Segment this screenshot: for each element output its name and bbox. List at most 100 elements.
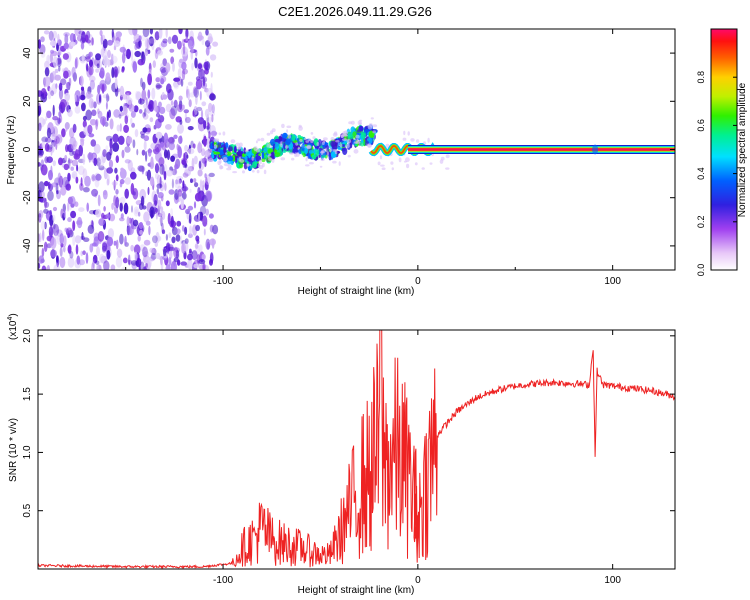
noise-blob [63, 209, 66, 218]
noise-blob [96, 263, 99, 270]
noise-blob [70, 166, 74, 171]
signal-blob [330, 140, 336, 147]
noise-blob [97, 231, 105, 242]
halo-blob [410, 138, 415, 142]
halo-blob [213, 144, 217, 149]
noise-blob [41, 265, 47, 270]
spec-x-tick-label: 0 [415, 276, 421, 287]
noise-blob [147, 89, 151, 99]
halo-blob [372, 130, 377, 134]
noise-blob [43, 76, 51, 87]
noise-blob [56, 56, 62, 68]
halo-blob [406, 163, 410, 169]
snr-y-tick-label: 1.5 [22, 387, 33, 401]
noise-blob [46, 156, 53, 163]
halo-blob [335, 140, 340, 143]
noise-blob [201, 253, 206, 260]
noise-blob [38, 122, 42, 132]
noise-blob [125, 48, 131, 60]
noise-blob [48, 30, 54, 41]
noise-blob [177, 179, 181, 185]
noise-blob [203, 156, 207, 168]
noise-blob [193, 105, 198, 116]
snr-x-axis-label: Height of straight line (km) [298, 585, 415, 596]
noise-blob [96, 246, 100, 257]
noise-blob [96, 157, 101, 167]
noise-blob [140, 195, 145, 207]
signal-blob [359, 140, 365, 147]
noise-blob [128, 254, 131, 266]
noise-blob [48, 181, 51, 190]
noise-blob [58, 88, 64, 100]
noise-blob [203, 120, 207, 130]
noise-blob [187, 205, 194, 211]
noise-blob [91, 262, 95, 270]
noise-blob [182, 43, 186, 55]
noise-blob [143, 140, 147, 151]
noise-blob [157, 50, 163, 56]
noise-blob [52, 214, 56, 222]
noise-blob [165, 242, 171, 252]
noise-blob [138, 35, 142, 41]
noise-blob [57, 172, 62, 185]
noise-blob [43, 208, 49, 214]
noise-blob [165, 124, 172, 130]
noise-blob [43, 93, 46, 98]
halo-blob [333, 131, 338, 136]
noise-blob [167, 244, 174, 251]
noise-blob [38, 181, 45, 193]
halo-blob [271, 128, 276, 133]
chart-title: C2E1.2026.049.11.29.G26 [278, 4, 432, 19]
noise-blob [150, 253, 157, 260]
noise-blob [142, 246, 148, 258]
noise-blob [131, 122, 136, 128]
noise-blob [39, 44, 46, 55]
noise-blob [133, 33, 141, 43]
noise-blob [75, 244, 79, 255]
noise-blob [197, 63, 203, 70]
noise-blob [179, 135, 183, 144]
noise-blob [124, 177, 131, 185]
noise-blob [43, 241, 48, 252]
noise-blob [160, 78, 165, 85]
noise-blob [205, 238, 211, 250]
halo-blob [235, 142, 240, 146]
signal-blob [341, 147, 346, 152]
noise-blob [205, 46, 210, 56]
noise-blob [170, 155, 176, 162]
noise-blob [205, 208, 210, 216]
spectrogram-marks [38, 29, 675, 270]
noise-blob [141, 81, 146, 91]
noise-blob [113, 179, 116, 191]
snr-y-tick-label: 0.5 [22, 503, 33, 517]
noise-blob [98, 165, 105, 171]
noise-blob [108, 159, 114, 169]
halo-blob [427, 137, 430, 143]
noise-blob [159, 66, 167, 73]
noise-blob [139, 97, 142, 104]
noise-blob [189, 248, 192, 254]
noise-blob [182, 104, 185, 110]
noise-blob [120, 213, 124, 219]
noise-blob [100, 116, 107, 126]
noise-blob [196, 106, 203, 112]
noise-blob [162, 38, 168, 44]
noise-blob [156, 183, 163, 189]
noise-blob [198, 68, 205, 80]
noise-blob [70, 41, 76, 47]
noise-blob [47, 190, 54, 202]
noise-blob [173, 81, 179, 88]
noise-blob [173, 99, 178, 108]
halo-blob [291, 157, 295, 161]
noise-blob [103, 260, 110, 270]
halo-blob [357, 120, 362, 126]
halo-blob [303, 137, 307, 141]
noise-blob [153, 100, 158, 112]
halo-blob [355, 134, 360, 139]
noise-blob [197, 31, 203, 42]
noise-blob [99, 94, 101, 104]
noise-blob [185, 208, 191, 215]
noise-blob [78, 30, 85, 36]
noise-blob [127, 159, 133, 172]
noise-blob [50, 165, 53, 176]
